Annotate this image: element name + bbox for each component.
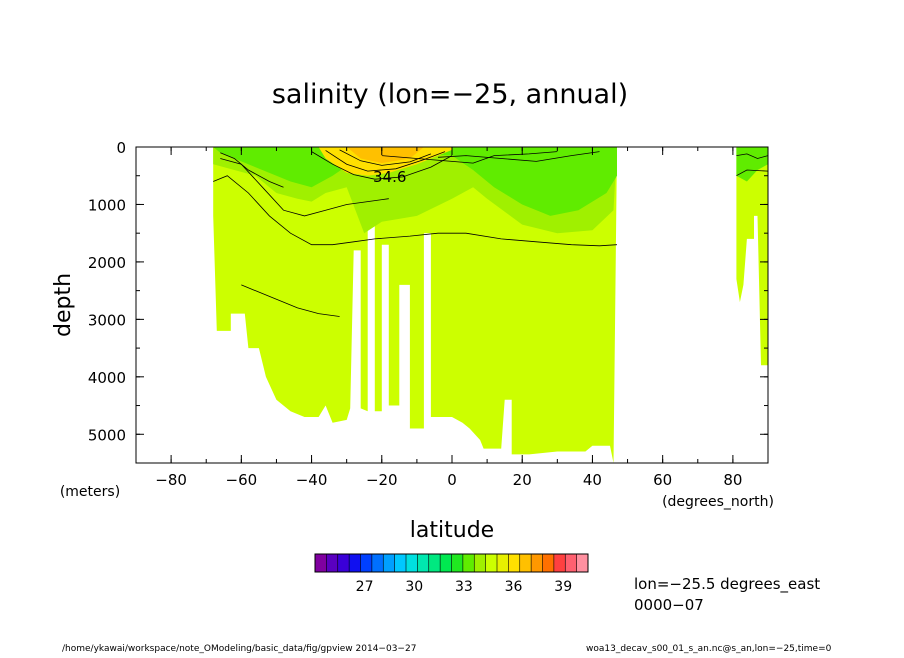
y-tick-label: 3000 bbox=[88, 311, 126, 329]
x-tick-label: 0 bbox=[447, 471, 457, 489]
colorbar-ticks: 27 30 33 36 39 bbox=[356, 579, 572, 595]
colorbar-cell bbox=[360, 554, 373, 572]
upper-region bbox=[213, 147, 617, 216]
contour-lines bbox=[213, 149, 769, 317]
colorbar-cell bbox=[428, 554, 441, 572]
colorbar bbox=[314, 553, 589, 573]
deep-water-region bbox=[213, 147, 617, 463]
y-tick-label: 4000 bbox=[88, 369, 126, 387]
colorbar-cell bbox=[440, 554, 452, 572]
x-tick-label: 60 bbox=[653, 471, 672, 489]
contour-label: 34.6 bbox=[373, 168, 406, 186]
colorbar-cell bbox=[315, 554, 327, 572]
contour-line-8 bbox=[220, 152, 284, 188]
y-tick-label: 1000 bbox=[88, 196, 126, 214]
x-tick-label: 80 bbox=[723, 471, 742, 489]
contour-line-1 bbox=[220, 158, 389, 217]
colorbar-cell bbox=[485, 554, 498, 572]
colorbar-cell bbox=[349, 554, 361, 572]
colorbar-cell bbox=[406, 554, 418, 572]
longitude-info: lon=−25.5 degrees_east bbox=[634, 575, 820, 594]
y-axis-unit: (meters) bbox=[60, 484, 120, 500]
y-axis: 0 1000 2000 3000 4000 5000 bbox=[88, 139, 768, 464]
x-axis-unit: (degrees_north) bbox=[662, 494, 774, 510]
contour-line-3 bbox=[311, 151, 453, 180]
north-upper-region bbox=[736, 147, 768, 182]
colorbar-tick-label: 33 bbox=[455, 579, 473, 595]
colorbar-cell bbox=[553, 554, 566, 572]
contour-line-0 bbox=[213, 175, 618, 247]
contour-line-2 bbox=[241, 284, 340, 317]
colorbar-cell bbox=[497, 554, 509, 572]
y-axis-label: depth bbox=[51, 273, 76, 337]
x-axis-label: latitude bbox=[410, 518, 494, 543]
north-region bbox=[736, 147, 768, 366]
surface-max-region bbox=[346, 147, 424, 164]
y-tick-label: 2000 bbox=[88, 254, 126, 272]
contour-line-5 bbox=[339, 149, 432, 166]
footer-file: woa13_decav_s00_01_s_an.nc@s_an,lon=−25,… bbox=[586, 644, 832, 654]
colorbar-tick-label: 27 bbox=[356, 579, 374, 595]
plot-area: 34.6 bbox=[135, 146, 769, 464]
x-tick-label: −80 bbox=[155, 471, 187, 489]
colorbar-cell bbox=[531, 554, 543, 572]
colorbar-cell bbox=[565, 554, 577, 572]
contour-line-4 bbox=[325, 150, 446, 172]
colorbar-cell bbox=[326, 554, 339, 572]
x-axis: −80 −60 −40 −20 0 20 40 60 80 bbox=[135, 147, 769, 489]
colorbar-cell bbox=[371, 554, 384, 572]
footer-path: /home/ykawai/workspace/note_OModeling/ba… bbox=[62, 644, 416, 654]
colorbar-cell bbox=[576, 554, 589, 572]
y-tick-label: 5000 bbox=[88, 426, 126, 444]
x-tick-label: −40 bbox=[296, 471, 328, 489]
colorbar-cell bbox=[462, 554, 475, 572]
time-info: 0000−07 bbox=[634, 596, 704, 614]
colorbar-cell bbox=[337, 554, 350, 572]
x-tick-label: 40 bbox=[583, 471, 602, 489]
colorbar-cell bbox=[417, 554, 430, 572]
colorbar-tick-label: 39 bbox=[554, 579, 572, 595]
x-tick-label: −20 bbox=[366, 471, 398, 489]
salinity-fill bbox=[213, 147, 768, 463]
colorbar-cell bbox=[474, 554, 486, 572]
colorbar-tick-label: 36 bbox=[505, 579, 523, 595]
contour-line-9 bbox=[736, 153, 769, 159]
colorbar-cell bbox=[508, 554, 521, 572]
colorbar-frame bbox=[314, 553, 589, 573]
chart-title: salinity (lon=−25, annual) bbox=[272, 79, 628, 110]
contour-line-6 bbox=[381, 151, 558, 164]
colorbar-cell bbox=[542, 554, 555, 572]
colorbar-cell bbox=[519, 554, 532, 572]
contour-line-7 bbox=[437, 151, 600, 162]
colorbar-cell bbox=[451, 554, 464, 572]
contour-line-10 bbox=[736, 169, 769, 177]
y-tick-label: 0 bbox=[116, 139, 126, 157]
x-tick-label: 20 bbox=[513, 471, 532, 489]
colorbar-tick-label: 30 bbox=[405, 579, 423, 595]
colorbar-cell bbox=[383, 554, 395, 572]
x-tick-label: −60 bbox=[226, 471, 258, 489]
colorbar-cell bbox=[394, 554, 407, 572]
